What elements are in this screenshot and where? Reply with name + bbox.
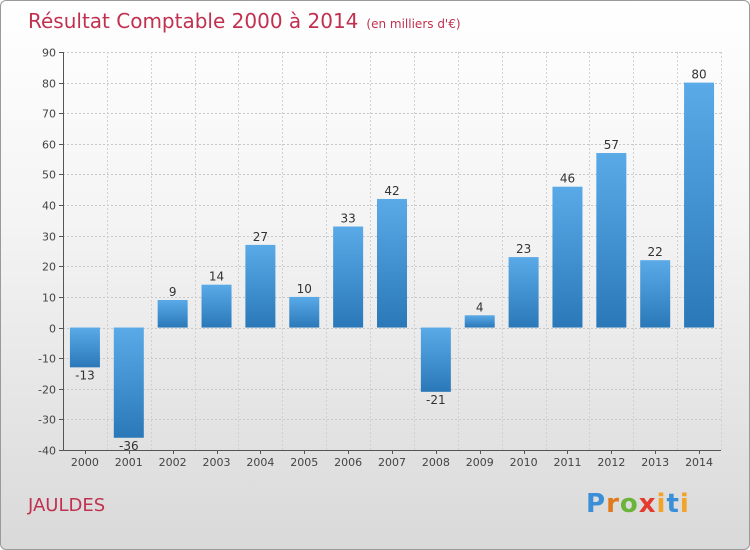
bar-2000 [69,327,100,368]
bar-2003 [201,284,232,328]
chart-title: Résultat Comptable 2000 à 2014 (en millie… [28,9,461,33]
y-tick-label: 60 [42,139,56,152]
data-label-2010: 23 [516,242,531,256]
x-tick-label: 2010 [510,456,538,469]
x-tick-label: 2005 [290,456,318,469]
data-label-2013: 22 [648,245,663,259]
x-tick-label: 2014 [685,456,713,469]
y-tick-label: 40 [42,200,56,213]
x-tick-label: 2002 [159,456,187,469]
y-tick-label: 90 [42,47,56,60]
bar-2011 [552,186,583,328]
bar-2012 [596,153,627,328]
data-label-2002: 9 [169,285,177,299]
bar-2013 [640,260,671,328]
x-tick-label: 2008 [422,456,450,469]
x-tick-label: 2001 [115,456,143,469]
x-tick-label: 2012 [597,456,625,469]
y-tick-label: 0 [49,323,56,336]
x-tick-label: 2004 [246,456,274,469]
x-tick-label: 2009 [466,456,494,469]
y-tick-label: 50 [42,169,56,182]
bar-2007 [377,198,407,328]
data-label-2007: 42 [384,184,399,198]
y-tick-label: 70 [42,108,56,121]
data-label-2011: 46 [560,172,575,186]
proxiti-logo: Proxiti [586,489,690,519]
data-label-2000: -13 [75,368,95,382]
bar-2002 [157,299,188,328]
bar-2009 [464,315,495,328]
data-label-2008: -21 [426,393,446,407]
axes: -40 -30 -20 -10 0 10 20 30 40 50 60 70 80 90 2000 2001 2… [38,47,721,469]
bar-2010 [508,257,539,328]
bar-2008 [420,327,451,392]
y-tick-label: 30 [42,231,56,244]
data-label-2014: 80 [691,68,706,82]
y-tick-label: 80 [42,78,56,91]
x-tick-label: 2003 [203,456,231,469]
data-label-2012: 57 [604,138,619,152]
x-tick-label: 2000 [71,456,99,469]
data-labels: -13 -36 9 14 27 10 33 42 -21 4 23 46 57 22 80 [75,68,707,453]
data-label-2009: 4 [476,300,484,314]
commune-name: JAULDES [28,495,106,516]
data-label-2001: -36 [119,439,139,453]
y-tick-label: 10 [42,292,56,305]
y-tick-label: -10 [38,353,56,366]
data-label-2004: 27 [253,230,268,244]
bar-2006 [333,226,364,328]
chart-title-text: Résultat Comptable 2000 à 2014 [28,9,359,33]
y-tick-label: -40 [38,445,56,458]
x-tick-label: 2013 [641,456,669,469]
y-tick-label: 20 [42,261,56,274]
x-tick-label: 2006 [334,456,362,469]
bar-2014 [684,82,715,328]
bars [69,82,715,438]
data-label-2003: 14 [209,270,224,284]
bar-2001 [113,327,144,438]
y-tick-label: -20 [38,384,56,397]
bar-2004 [245,244,276,328]
x-tick-label: 2011 [553,456,581,469]
data-label-2006: 33 [340,212,355,226]
y-tick-label: -30 [38,414,56,427]
bar-2005 [289,296,320,328]
chart-unit: (en milliers d'€) [366,17,461,31]
x-tick-label: 2007 [378,456,406,469]
data-label-2005: 10 [297,282,312,296]
